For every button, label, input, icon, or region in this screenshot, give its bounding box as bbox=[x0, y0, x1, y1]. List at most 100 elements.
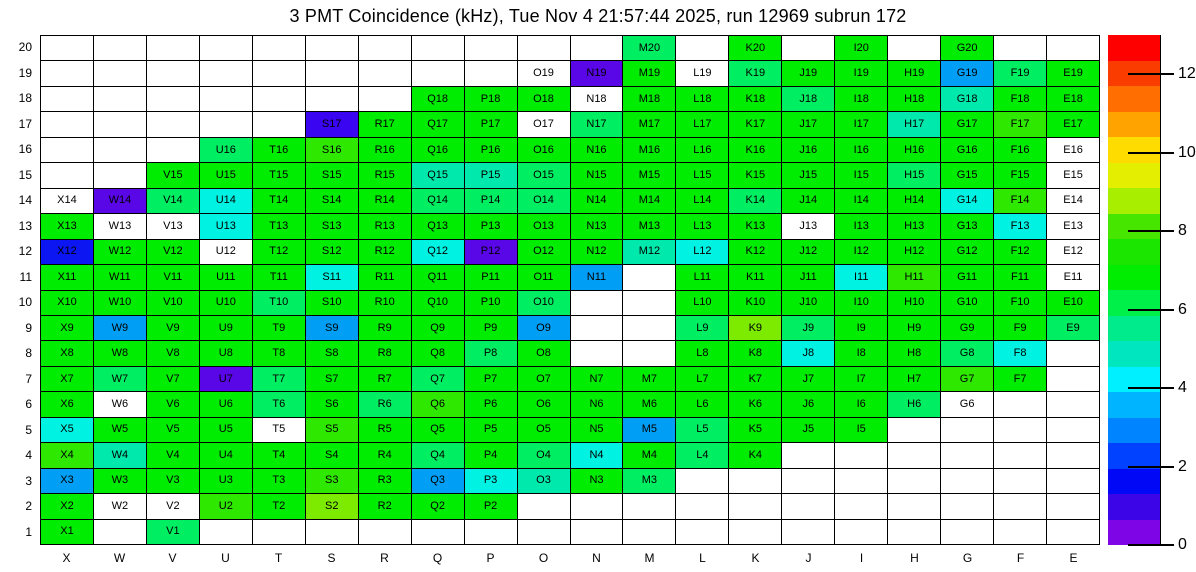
heatmap-cell-empty bbox=[994, 519, 1048, 545]
colorbar-band bbox=[1108, 111, 1160, 137]
heatmap-cell-empty bbox=[146, 36, 200, 62]
heatmap-cell-m20: M20 bbox=[623, 36, 677, 62]
heatmap-cell-q12: Q12 bbox=[411, 239, 465, 266]
heatmap-cell-r5: R5 bbox=[358, 417, 412, 444]
heatmap-cell-n18: N18 bbox=[570, 86, 624, 113]
heatmap-cell-o15: O15 bbox=[517, 163, 571, 189]
heatmap-cell-empty bbox=[888, 36, 942, 62]
heatmap-cell-empty bbox=[252, 86, 306, 113]
row-label-2: 2 bbox=[25, 499, 32, 513]
heatmap-cell-empty bbox=[146, 86, 200, 113]
colorbar-tick-label-12: 12 bbox=[1178, 65, 1196, 83]
heatmap-cell-q17: Q17 bbox=[411, 112, 465, 138]
heatmap-cell-l5: L5 bbox=[676, 417, 730, 444]
heatmap-cell-empty bbox=[464, 36, 518, 62]
heatmap-cell-g18: G18 bbox=[941, 86, 995, 113]
heatmap-cell-j17: J17 bbox=[782, 112, 836, 138]
heatmap-cell-r6: R6 bbox=[358, 392, 412, 418]
heatmap-cell-o19: O19 bbox=[517, 61, 571, 87]
heatmap-cell-l17: L17 bbox=[676, 112, 730, 138]
heatmap-cell-p5: P5 bbox=[464, 417, 518, 444]
heatmap-cell-h19: H19 bbox=[888, 61, 942, 87]
heatmap-cell-j16: J16 bbox=[782, 137, 836, 164]
col-label-v: V bbox=[168, 551, 177, 565]
heatmap-cell-r3: R3 bbox=[358, 468, 412, 495]
heatmap-cell-empty bbox=[199, 61, 253, 87]
heatmap-cell-u13: U13 bbox=[199, 214, 253, 240]
row-label-19: 19 bbox=[18, 65, 32, 80]
colorbar-tick-mark bbox=[1128, 230, 1174, 233]
heatmap-cell-empty bbox=[411, 61, 465, 87]
col-label-f: F bbox=[1016, 551, 1025, 565]
heatmap-cell-o18: O18 bbox=[517, 86, 571, 113]
heatmap-cell-n5: N5 bbox=[570, 417, 624, 444]
heatmap-cell-t9: T9 bbox=[252, 315, 306, 342]
heatmap-cell-q3: Q3 bbox=[411, 468, 465, 495]
heatmap-cell-o17: O17 bbox=[517, 112, 571, 138]
row-label-1: 1 bbox=[25, 524, 32, 539]
heatmap-cell-l16: L16 bbox=[676, 137, 730, 164]
colorbar-band bbox=[1108, 341, 1160, 367]
heatmap-cell-empty bbox=[93, 112, 147, 138]
colorbar-tick-mark bbox=[1128, 387, 1174, 390]
heatmap-cell-f12: F12 bbox=[994, 239, 1048, 266]
heatmap-cell-empty bbox=[888, 468, 942, 495]
col-label-h: H bbox=[910, 551, 919, 565]
heatmap-cell-v7: V7 bbox=[146, 366, 200, 393]
colorbar-band bbox=[1108, 315, 1160, 341]
heatmap-cell-t4: T4 bbox=[252, 443, 306, 469]
heatmap-cell-j7: J7 bbox=[782, 366, 836, 393]
heatmap-cell-n11: N11 bbox=[570, 265, 624, 291]
row-label-15: 15 bbox=[18, 167, 32, 182]
heatmap-cell-i9: I9 bbox=[835, 315, 889, 342]
heatmap-cell-empty bbox=[941, 468, 995, 495]
heatmap-cell-q10: Q10 bbox=[411, 290, 465, 316]
heatmap-cell-s2: S2 bbox=[305, 494, 359, 520]
heatmap-cell-empty bbox=[146, 61, 200, 87]
heatmap-cell-empty bbox=[570, 36, 624, 62]
heatmap-cell-w10: W10 bbox=[93, 290, 147, 316]
heatmap-cell-q13: Q13 bbox=[411, 214, 465, 240]
heatmap-cell-empty bbox=[623, 265, 677, 291]
heatmap-cell-m13: M13 bbox=[623, 214, 677, 240]
heatmap-cell-t5: T5 bbox=[252, 417, 306, 444]
heatmap-cell-empty bbox=[517, 494, 571, 520]
heatmap-cell-m19: M19 bbox=[623, 61, 677, 87]
heatmap-cell-p18: P18 bbox=[464, 86, 518, 113]
col-label-m: M bbox=[644, 551, 655, 565]
heatmap-cell-g10: G10 bbox=[941, 290, 995, 316]
heatmap-cell-v2: V2 bbox=[146, 494, 200, 520]
heatmap-cell-s14: S14 bbox=[305, 188, 359, 215]
heatmap-cell-s6: S6 bbox=[305, 392, 359, 418]
heatmap-cell-t10: T10 bbox=[252, 290, 306, 316]
heatmap-cell-empty bbox=[941, 443, 995, 469]
heatmap-cell-u14: U14 bbox=[199, 188, 253, 215]
heatmap-cell-w13: W13 bbox=[93, 214, 147, 240]
heatmap-cell-q18: Q18 bbox=[411, 86, 465, 113]
heatmap-cell-s4: S4 bbox=[305, 443, 359, 469]
heatmap-cell-h9: H9 bbox=[888, 315, 942, 342]
heatmap-cell-u15: U15 bbox=[199, 163, 253, 189]
heatmap-cell-j14: J14 bbox=[782, 188, 836, 215]
heatmap-cell-k15: K15 bbox=[729, 163, 783, 189]
heatmap-cell-empty bbox=[570, 519, 624, 545]
heatmap-cell-u9: U9 bbox=[199, 315, 253, 342]
heatmap-cell-empty bbox=[252, 36, 306, 62]
heatmap-cell-s9: S9 bbox=[305, 315, 359, 342]
row-label-16: 16 bbox=[18, 142, 32, 156]
heatmap-cell-empty bbox=[358, 61, 412, 87]
heatmap-cell-empty bbox=[41, 86, 94, 113]
heatmap-cell-t11: T11 bbox=[252, 265, 306, 291]
heatmap-cell-n16: N16 bbox=[570, 137, 624, 164]
heatmap-cell-p7: P7 bbox=[464, 366, 518, 393]
heatmap-cell-e13: E13 bbox=[1047, 214, 1100, 240]
heatmap-cell-p11: P11 bbox=[464, 265, 518, 291]
heatmap-cell-empty bbox=[729, 494, 783, 520]
heatmap-cell-m18: M18 bbox=[623, 86, 677, 113]
heatmap-cell-t14: T14 bbox=[252, 188, 306, 215]
heatmap-cell-g15: G15 bbox=[941, 163, 995, 189]
heatmap-cell-s13: S13 bbox=[305, 214, 359, 240]
heatmap-cell-i8: I8 bbox=[835, 341, 889, 367]
heatmap-cell-empty bbox=[93, 86, 147, 113]
heatmap-cell-l14: L14 bbox=[676, 188, 730, 215]
